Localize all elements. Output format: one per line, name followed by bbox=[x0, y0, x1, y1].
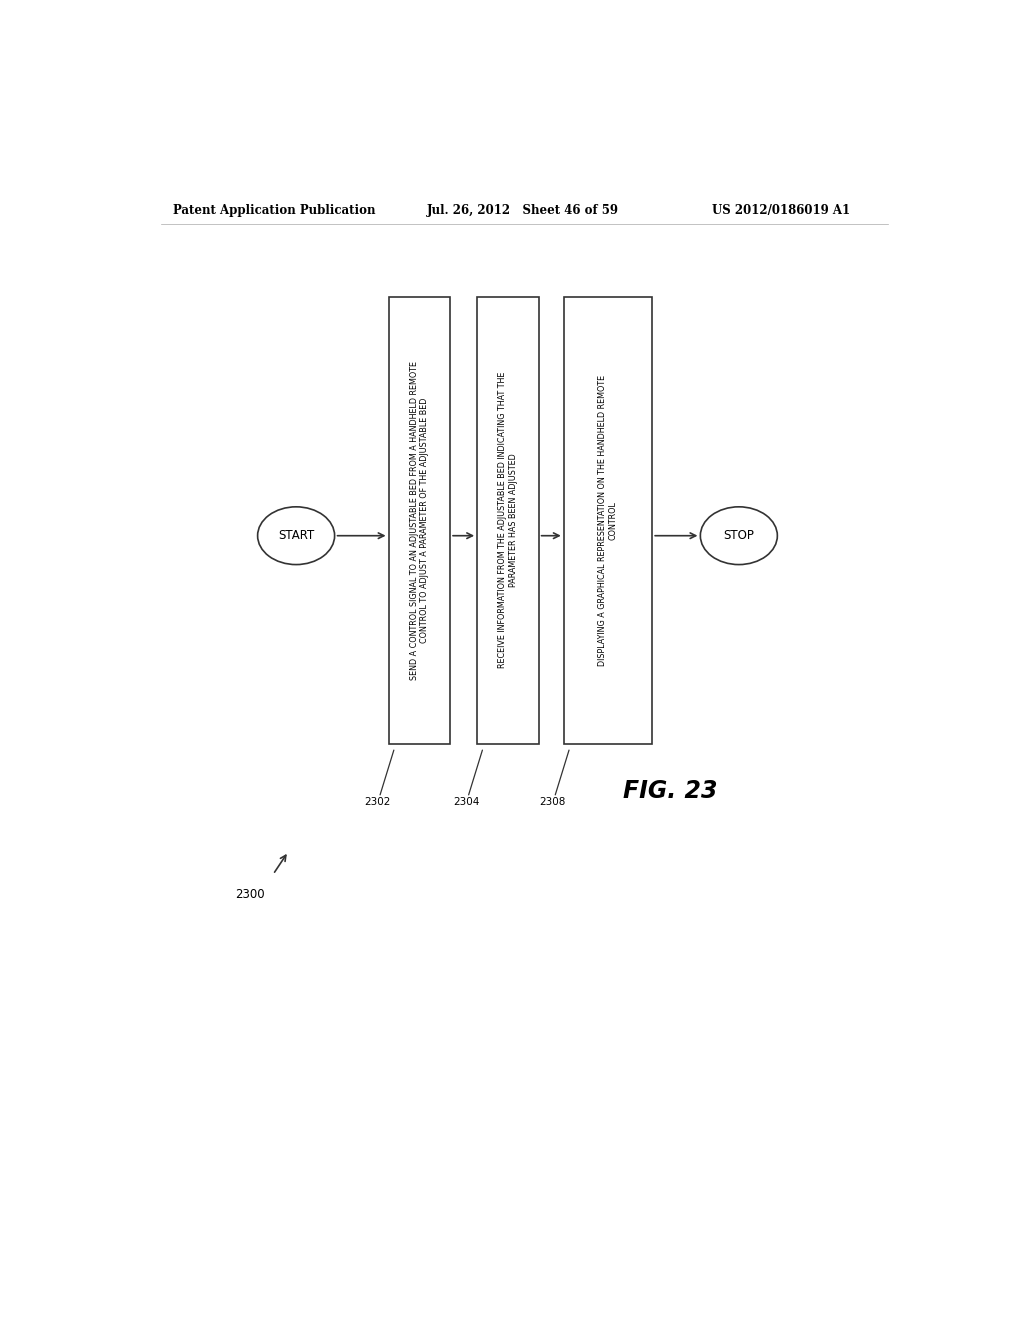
Text: 2302: 2302 bbox=[365, 797, 391, 808]
Text: FIG. 23: FIG. 23 bbox=[624, 779, 718, 803]
Text: STOP: STOP bbox=[723, 529, 755, 543]
Text: Jul. 26, 2012   Sheet 46 of 59: Jul. 26, 2012 Sheet 46 of 59 bbox=[427, 205, 620, 218]
Ellipse shape bbox=[700, 507, 777, 565]
Ellipse shape bbox=[258, 507, 335, 565]
Text: DISPLAYING A GRAPHICAL REPRESENTATION ON THE HANDHELD REMOTE
CONTROL: DISPLAYING A GRAPHICAL REPRESENTATION ON… bbox=[598, 375, 617, 665]
Text: 2308: 2308 bbox=[540, 797, 566, 808]
Text: US 2012/0186019 A1: US 2012/0186019 A1 bbox=[712, 205, 850, 218]
Text: 2304: 2304 bbox=[453, 797, 479, 808]
Text: RECEIVE INFORMATION FROM THE ADJUSTABLE BED INDICATING THAT THE
PARAMETER HAS BE: RECEIVE INFORMATION FROM THE ADJUSTABLE … bbox=[498, 372, 517, 668]
Bar bbox=[388, 297, 451, 743]
Text: SEND A CONTROL SIGNAL TO AN ADJUSTABLE BED FROM A HANDHELD REMOTE
CONTROL TO ADJ: SEND A CONTROL SIGNAL TO AN ADJUSTABLE B… bbox=[410, 360, 429, 680]
Text: 2300: 2300 bbox=[236, 887, 265, 900]
Bar bbox=[563, 297, 652, 743]
Bar bbox=[477, 297, 539, 743]
Text: Patent Application Publication: Patent Application Publication bbox=[173, 205, 376, 218]
Text: START: START bbox=[278, 529, 314, 543]
